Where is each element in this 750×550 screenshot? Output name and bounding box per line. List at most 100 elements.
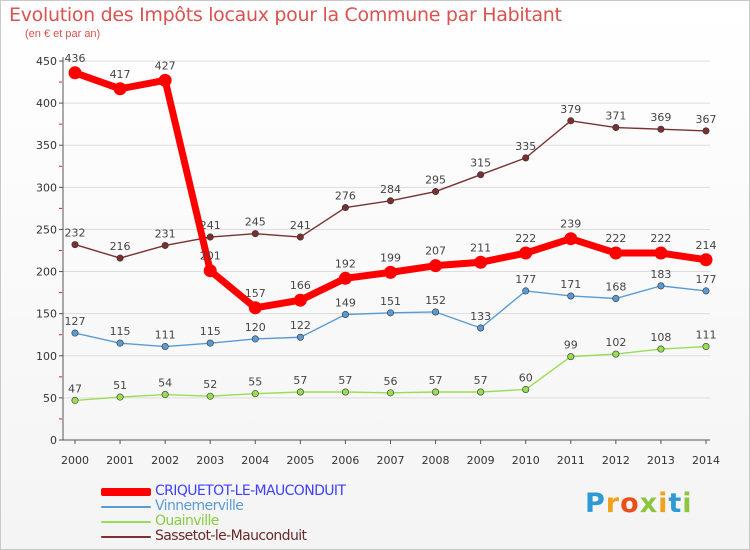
data-point: [477, 171, 485, 179]
data-point: [564, 232, 578, 246]
data-point: [386, 197, 394, 205]
data-point: [338, 271, 352, 285]
data-label: 60: [519, 371, 533, 384]
data-label: 276: [335, 190, 356, 203]
data-label: 102: [605, 336, 626, 349]
chart-title: Evolution des Impôts locaux pour la Comm…: [9, 4, 562, 26]
data-point: [341, 388, 349, 396]
data-label: 111: [155, 329, 176, 342]
data-point: [519, 246, 533, 260]
data-label: 133: [470, 310, 491, 323]
x-tick-label: 2014: [692, 454, 720, 467]
data-point: [429, 259, 443, 273]
legend-label: CRIQUETOT-LE-MAUCONDUIT: [155, 483, 346, 499]
data-label: 152: [425, 294, 446, 307]
data-label: 115: [110, 325, 131, 338]
data-label: 51: [113, 379, 127, 392]
x-tick-label: 2000: [61, 454, 89, 467]
data-label: 177: [515, 273, 536, 286]
data-point: [71, 329, 79, 337]
x-tick-label: 2008: [422, 454, 450, 467]
data-point: [384, 265, 397, 279]
data-point: [612, 124, 620, 132]
data-label: 216: [110, 240, 131, 253]
x-tick-label: 2009: [467, 454, 495, 467]
data-label: 111: [696, 329, 717, 342]
y-tick-label: 250: [36, 223, 57, 236]
data-point: [293, 293, 307, 307]
data-label: 245: [245, 216, 266, 229]
data-point: [206, 339, 214, 347]
data-point: [161, 343, 169, 351]
data-point: [477, 324, 485, 332]
data-point: [71, 241, 79, 249]
x-tick-label: 2002: [151, 454, 179, 467]
data-label: 239: [560, 218, 581, 231]
data-point: [657, 282, 665, 290]
y-tick-label: 150: [36, 308, 57, 321]
x-tick-label: 2004: [241, 454, 269, 467]
x-tick-label: 2010: [512, 454, 540, 467]
data-point: [699, 253, 713, 267]
data-point: [474, 255, 488, 269]
x-tick-label: 2001: [106, 454, 134, 467]
logo-letter: o: [620, 488, 640, 519]
logo-letter: i: [682, 488, 693, 519]
data-label: 99: [564, 339, 578, 352]
data-label: 120: [245, 321, 266, 334]
y-tick-label: 400: [36, 97, 57, 110]
data-point: [386, 309, 394, 317]
logo-letter: i: [658, 488, 669, 519]
data-point: [341, 311, 349, 319]
legend-swatch: [101, 488, 151, 496]
data-point: [522, 385, 530, 393]
data-label: 55: [248, 376, 262, 389]
data-label: 231: [155, 227, 176, 240]
data-label: 47: [68, 382, 82, 395]
data-point: [657, 125, 665, 133]
data-label: 367: [696, 113, 717, 126]
chart-subtitle: (en € et par an): [25, 28, 101, 40]
data-label: 57: [338, 374, 352, 387]
logo-letter: x: [639, 488, 659, 519]
data-point: [522, 287, 530, 295]
data-label: 241: [200, 219, 221, 232]
data-label: 201: [200, 250, 221, 263]
data-point: [161, 241, 169, 249]
data-label: 241: [290, 219, 311, 232]
data-label: 57: [429, 374, 443, 387]
y-tick-label: 0: [50, 434, 57, 447]
data-point: [477, 388, 485, 396]
data-label: 166: [290, 279, 311, 292]
data-point: [432, 188, 440, 196]
data-point: [702, 343, 710, 351]
data-point: [567, 117, 575, 125]
data-point: [251, 390, 259, 398]
data-point: [203, 264, 217, 278]
x-tick-label: 2005: [286, 454, 314, 467]
legend-label: Vinnemerville: [155, 498, 244, 514]
data-point: [612, 295, 620, 303]
data-label: 57: [293, 374, 307, 387]
data-point: [251, 230, 259, 238]
y-tick-label: 50: [43, 392, 57, 405]
y-tick-label: 200: [36, 266, 57, 279]
data-point: [68, 66, 82, 80]
data-point: [609, 246, 623, 260]
data-label: 379: [560, 103, 581, 116]
data-point: [206, 233, 214, 241]
data-point: [296, 333, 304, 341]
data-point: [116, 254, 124, 262]
legend-label: Sassetot-le-Mauconduit: [155, 528, 307, 544]
data-point: [116, 339, 124, 347]
data-label: 115: [200, 325, 221, 338]
y-tick-label: 350: [36, 139, 57, 152]
logo-letter: P: [585, 488, 606, 519]
data-label: 295: [425, 174, 446, 187]
data-label: 54: [158, 377, 172, 390]
data-label: 127: [65, 315, 86, 328]
data-label: 56: [384, 375, 398, 388]
data-label: 222: [515, 232, 536, 245]
data-point: [702, 287, 710, 295]
